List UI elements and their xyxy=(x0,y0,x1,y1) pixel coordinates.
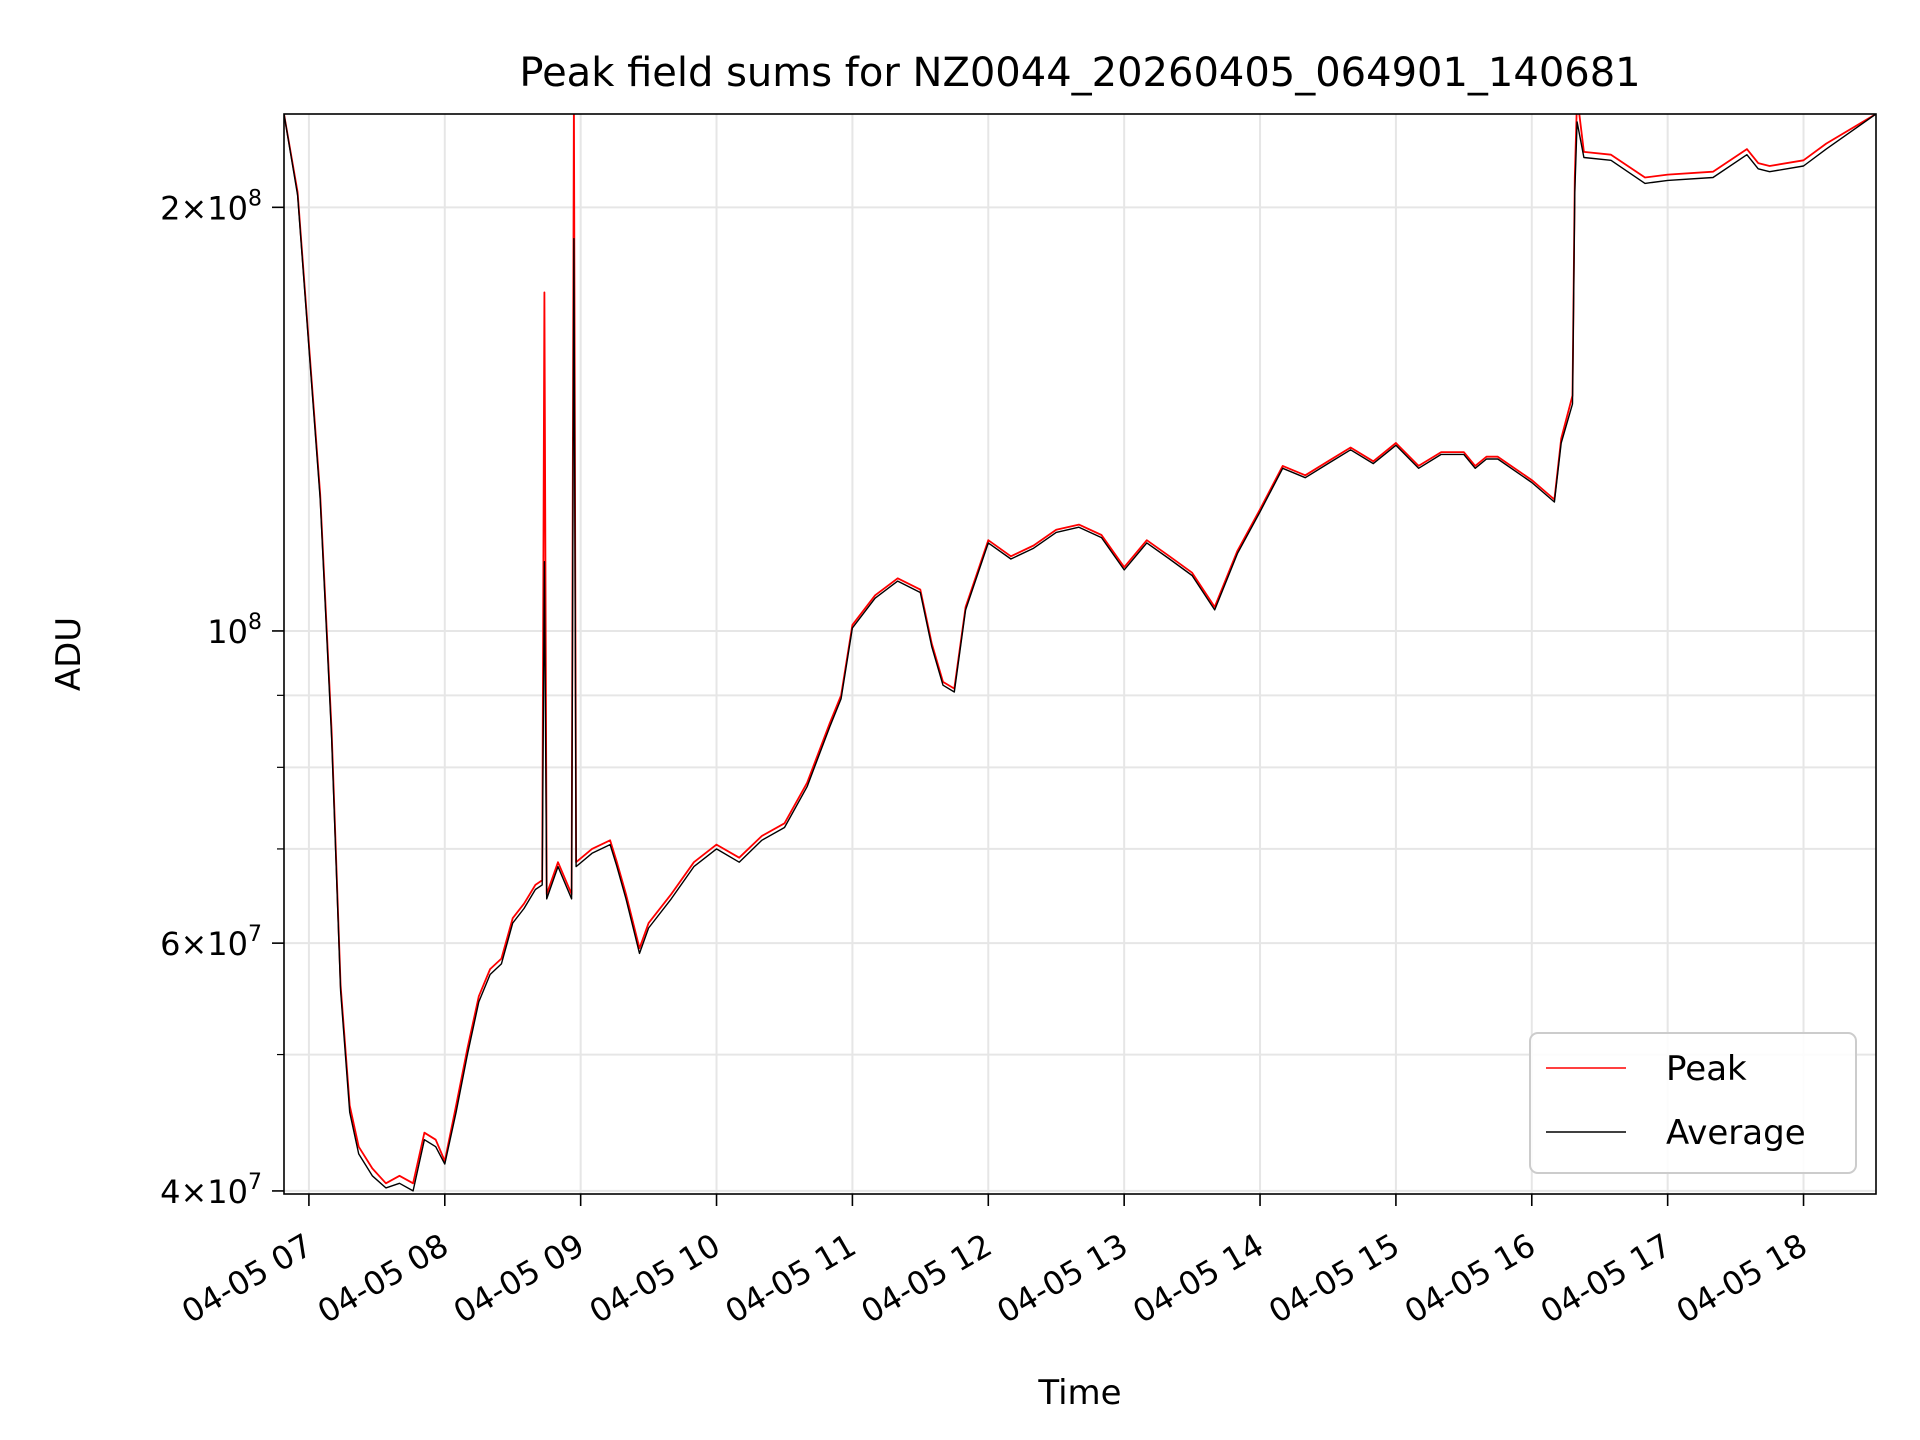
legend: Peak Average xyxy=(1529,1032,1857,1174)
y-tick-label: 6×107 xyxy=(160,922,262,963)
legend-label-peak: Peak xyxy=(1666,1049,1747,1089)
y-tick-label: 4×107 xyxy=(160,1170,262,1211)
y-tick-label: 2×108 xyxy=(160,186,262,227)
series-line-average xyxy=(284,114,1876,1192)
legend-label-average: Average xyxy=(1666,1113,1806,1153)
y-axis-ticks: 4×107 6×107 108 2×108 xyxy=(160,186,284,1211)
series-layer xyxy=(284,114,1876,1192)
y-axis-label: ADU xyxy=(49,617,89,691)
series-line-peak xyxy=(284,114,1876,1185)
y-tick-label: 108 xyxy=(207,610,262,651)
x-axis-label: Time xyxy=(1037,1373,1121,1413)
plot-frame xyxy=(283,113,1877,1195)
chart-title: Peak field sums for NZ0044_20260405_0649… xyxy=(519,50,1640,96)
